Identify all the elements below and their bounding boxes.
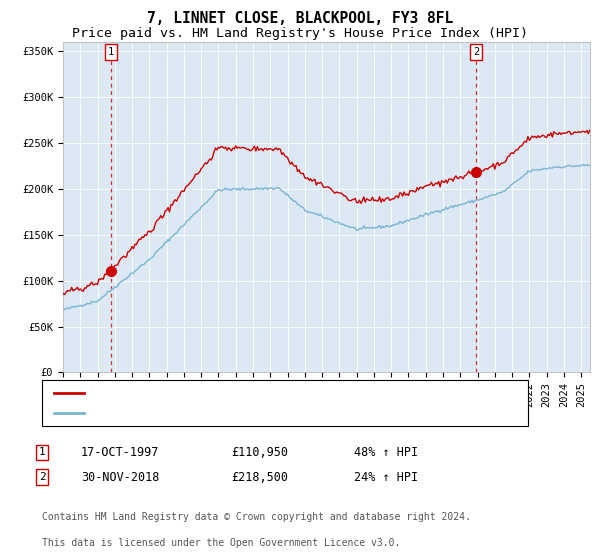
Text: 48% ↑ HPI: 48% ↑ HPI — [354, 446, 418, 459]
Text: Contains HM Land Registry data © Crown copyright and database right 2024.: Contains HM Land Registry data © Crown c… — [42, 512, 471, 522]
Text: 30-NOV-2018: 30-NOV-2018 — [81, 470, 160, 484]
Text: 1: 1 — [108, 47, 115, 57]
Text: 7, LINNET CLOSE, BLACKPOOL, FY3 8FL (detached house): 7, LINNET CLOSE, BLACKPOOL, FY3 8FL (det… — [87, 386, 458, 399]
Text: 2: 2 — [38, 472, 46, 482]
Text: £110,950: £110,950 — [231, 446, 288, 459]
Text: This data is licensed under the Open Government Licence v3.0.: This data is licensed under the Open Gov… — [42, 538, 400, 548]
Text: 17-OCT-1997: 17-OCT-1997 — [81, 446, 160, 459]
Text: HPI: Average price, detached house, Blackpool: HPI: Average price, detached house, Blac… — [87, 406, 407, 419]
Text: 7, LINNET CLOSE, BLACKPOOL, FY3 8FL: 7, LINNET CLOSE, BLACKPOOL, FY3 8FL — [147, 11, 453, 26]
Text: 2: 2 — [473, 47, 479, 57]
Text: 1: 1 — [38, 447, 46, 458]
Text: Price paid vs. HM Land Registry's House Price Index (HPI): Price paid vs. HM Land Registry's House … — [72, 27, 528, 40]
Text: 24% ↑ HPI: 24% ↑ HPI — [354, 470, 418, 484]
Text: £218,500: £218,500 — [231, 470, 288, 484]
